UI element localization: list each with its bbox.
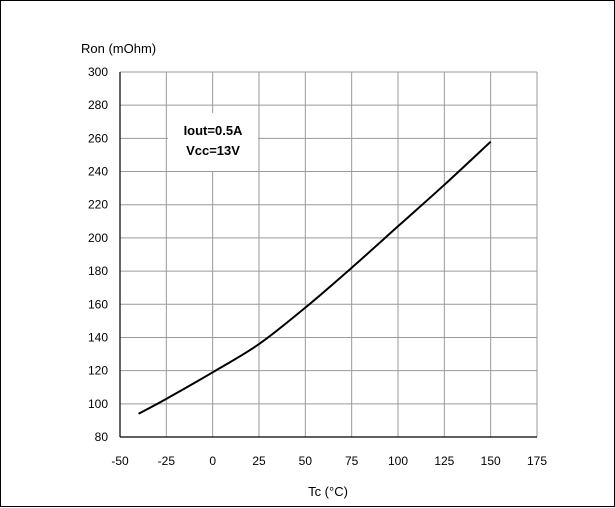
- y-tick-label: 160: [88, 297, 108, 311]
- plot-frame: [119, 72, 537, 438]
- x-tick-label: 125: [434, 454, 454, 468]
- x-tick-label: -50: [111, 454, 129, 468]
- y-tick-label: 140: [88, 330, 108, 344]
- y-tick-label: 260: [88, 131, 108, 145]
- data-series: [138, 140, 492, 415]
- x-tick-label: -25: [158, 454, 176, 468]
- y-tick-labels: 80 100 120 140 160 180 200 220 240 260 280 300: [88, 65, 108, 444]
- y-tick-label: 120: [88, 364, 108, 378]
- x-tick-label: 150: [481, 454, 501, 468]
- x-tick-label: 100: [388, 454, 408, 468]
- y-tick-label: 280: [88, 98, 108, 112]
- y-tick-label: 240: [88, 165, 108, 179]
- y-tick-label: 180: [88, 264, 108, 278]
- y-axis-label: Ron (mOhm): [81, 41, 156, 56]
- x-tick-label: 75: [345, 454, 359, 468]
- y-tick-label: 220: [88, 198, 108, 212]
- annotation-background: [168, 113, 258, 171]
- y-tick-label: 200: [88, 231, 108, 245]
- x-tick-label: 25: [252, 454, 266, 468]
- x-tick-labels: -50 -25 0 25 50 75 100 125 150 175: [111, 454, 547, 468]
- x-axis-label: Tc (°C): [308, 484, 348, 499]
- annotation-line-1: Iout=0.5A: [184, 123, 243, 138]
- test-conditions-annotation: Iout=0.5A Vcc=13V: [168, 113, 258, 171]
- x-tick-label: 175: [527, 454, 547, 468]
- ron-curve: [138, 140, 492, 415]
- annotation-line-2: Vcc=13V: [186, 143, 240, 158]
- y-tick-label: 100: [88, 397, 108, 411]
- y-tick-label: 80: [95, 430, 109, 444]
- x-tick-label: 50: [299, 454, 313, 468]
- x-tick-label: 0: [209, 454, 216, 468]
- y-tick-label: 300: [88, 65, 108, 79]
